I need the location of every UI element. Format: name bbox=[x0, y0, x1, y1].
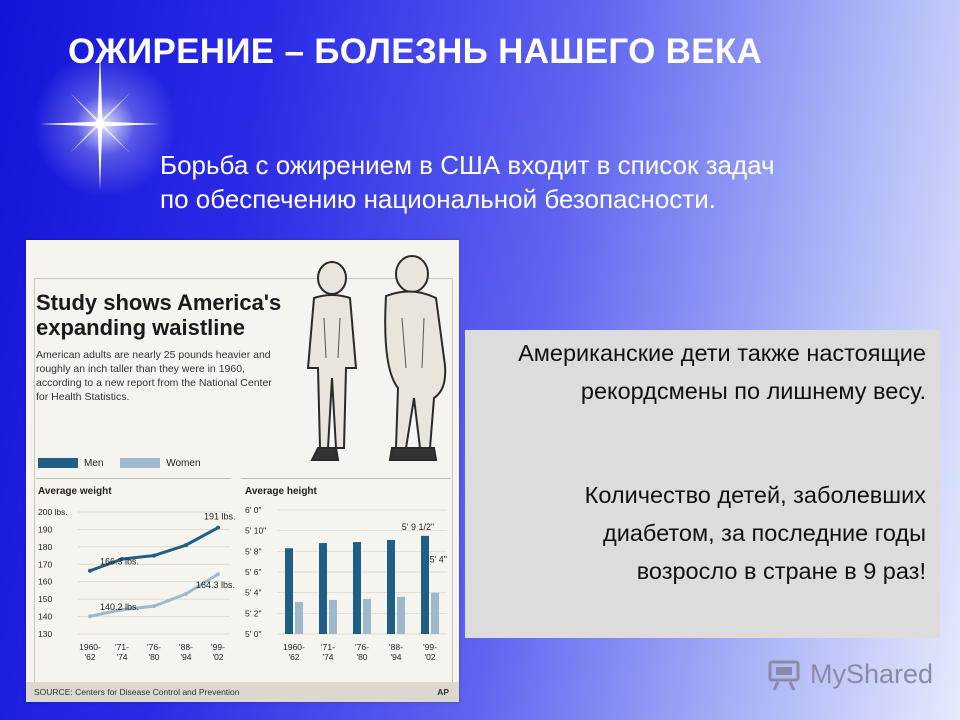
height-bar-women-3 bbox=[397, 596, 405, 634]
legend-women-swatch bbox=[120, 458, 161, 469]
weight-x-tick-4: '02 bbox=[212, 652, 223, 662]
height-bar-women-1 bbox=[329, 599, 337, 634]
clipping-headline: Study shows America's expanding waistlin… bbox=[36, 290, 316, 340]
height-y-tick-2: 5' 8" bbox=[245, 546, 261, 556]
legend-men-swatch bbox=[38, 458, 78, 469]
weight-y-tick-3: 170 bbox=[38, 559, 52, 569]
height-bar-women-4 bbox=[431, 592, 439, 634]
height-x-tick-2: '80 bbox=[356, 652, 367, 662]
info-box: Американские дети также настоящие рекорд… bbox=[465, 330, 940, 638]
weight-annotation-women-end: 164.3 lbs. bbox=[196, 580, 235, 590]
weight-x-tick-4: '99- bbox=[211, 642, 225, 652]
weight-chart-title: Average weight bbox=[38, 486, 112, 497]
legend-men: Men bbox=[38, 458, 103, 469]
watermark-text: MyShared bbox=[810, 659, 934, 689]
weight-y-tick-2: 180 bbox=[38, 542, 52, 552]
height-y-tick-5: 5' 2" bbox=[245, 608, 261, 618]
headline-line-2: expanding waistline bbox=[36, 315, 246, 340]
height-x-tick-4: '02 bbox=[424, 652, 435, 662]
clipping-subtext: American adults are nearly 25 pounds hea… bbox=[36, 349, 272, 403]
height-bar-men-2 bbox=[353, 542, 361, 634]
height-y-tick-6: 5' 0" bbox=[245, 629, 261, 639]
height-bar-men-3 bbox=[387, 539, 395, 634]
height-x-tick-1: '71- bbox=[321, 642, 335, 652]
headline-line-1: Study shows America's bbox=[36, 290, 282, 315]
weight-point-men-1 bbox=[120, 557, 124, 562]
weight-y-tick-0: 200 lbs. bbox=[38, 507, 68, 517]
height-x-tick-0: '62 bbox=[288, 652, 299, 662]
weight-point-men-0 bbox=[88, 568, 92, 573]
legend-women: Women bbox=[120, 458, 201, 469]
chart-legend: Men Women bbox=[38, 458, 278, 476]
agency-credit: AP bbox=[437, 687, 449, 697]
height-x-tick-2: '76- bbox=[355, 642, 369, 652]
weight-x-tick-2: '80 bbox=[148, 652, 159, 662]
height-y-tick-3: 5' 6" bbox=[245, 567, 261, 577]
weight-y-tick-5: 150 bbox=[38, 594, 52, 604]
weight-annotation-women-start: 140.2 lbs. bbox=[100, 602, 139, 612]
sparkle-star-icon bbox=[40, 50, 160, 190]
info-paragraph-1: Американские дети также настоящие рекорд… bbox=[518, 340, 926, 404]
weight-point-men-3 bbox=[184, 543, 188, 548]
weight-line-chart: Average weight 200 lbs. 190 180 170 160 150 140… bbox=[38, 486, 236, 662]
weight-y-tick-4: 160 bbox=[38, 577, 52, 587]
weight-y-tick-6: 140 bbox=[38, 612, 52, 622]
height-bar-men-0 bbox=[285, 548, 293, 634]
info-paragraph-2: Количество детей, заболевших диабетом, з… bbox=[584, 482, 926, 584]
height-y-tick-1: 5' 10" bbox=[245, 526, 266, 536]
weight-point-women-2 bbox=[152, 604, 156, 609]
people-illustration bbox=[306, 255, 447, 461]
weight-title-rule bbox=[36, 478, 231, 479]
height-annotation-men-end: 5' 9 1/2" bbox=[402, 522, 434, 532]
height-x-tick-0: 1960- bbox=[283, 642, 305, 652]
weight-x-tick-1: '74 bbox=[116, 652, 127, 662]
height-y-tick-4: 5' 4" bbox=[245, 588, 261, 598]
height-title-rule bbox=[241, 478, 451, 479]
slide-title: ОЖИРЕНИЕ – БОЛЕЗНЬ НАШЕГО ВЕКА bbox=[68, 32, 763, 71]
weight-annotation-men-end: 191 lbs. bbox=[204, 512, 236, 522]
weight-x-tick-0: '62 bbox=[84, 652, 95, 662]
source-text: SOURCE: Centers for Disease Control and … bbox=[34, 687, 240, 697]
clipping-source-bar: SOURCE: Centers for Disease Control and … bbox=[26, 682, 459, 702]
presentation-icon bbox=[768, 660, 800, 691]
weight-annotation-men-start: 166.3 lbs. bbox=[100, 557, 139, 567]
weight-x-tick-2: '76- bbox=[147, 642, 161, 652]
height-x-tick-4: '99- bbox=[423, 642, 437, 652]
weight-point-women-3 bbox=[184, 591, 188, 596]
intro-line-2: по обеспечению национальной безопасности… bbox=[160, 184, 716, 214]
weight-point-men-4 bbox=[216, 525, 220, 530]
height-x-tick-3: '88- bbox=[389, 642, 403, 652]
height-y-tick-0: 6' 0" bbox=[245, 505, 261, 515]
height-annotation-women-end: 5' 4" bbox=[430, 555, 447, 565]
weight-point-women-0 bbox=[88, 614, 92, 619]
height-bar-women-2 bbox=[363, 598, 371, 634]
weight-x-tick-0: 1960- bbox=[79, 642, 101, 652]
height-bar-men-1 bbox=[319, 543, 327, 634]
intro-text: Борьба с ожирением в США входит в список… bbox=[160, 148, 940, 216]
weight-point-women-1 bbox=[120, 607, 124, 612]
height-chart-title: Average height bbox=[245, 486, 318, 497]
height-bar-chart: Average height 6' 0" 5' 10" 5' 8" 5' 6" 5' 4"… bbox=[245, 486, 447, 662]
height-x-tick-3: '94 bbox=[390, 652, 401, 662]
newspaper-clipping: Study shows America's expanding waistlin… bbox=[26, 240, 459, 702]
height-bar-men-4 bbox=[421, 535, 429, 634]
weight-point-men-2 bbox=[152, 553, 156, 558]
legend-men-label: Men bbox=[84, 458, 104, 469]
weight-y-tick-1: 190 bbox=[38, 524, 52, 534]
clipping-top-margin bbox=[26, 240, 459, 280]
weight-x-tick-3: '88- bbox=[179, 642, 193, 652]
height-bar-women-0 bbox=[295, 601, 303, 634]
weight-y-tick-7: 130 bbox=[38, 629, 52, 639]
legend-women-label: Women bbox=[166, 458, 201, 469]
weight-point-women-4 bbox=[216, 572, 220, 577]
height-x-tick-1: '74 bbox=[322, 652, 333, 662]
weight-x-tick-1: '71- bbox=[115, 642, 129, 652]
intro-line-1: Борьба с ожирением в США входит в список… bbox=[160, 150, 775, 180]
weight-x-tick-3: '94 bbox=[180, 652, 191, 662]
